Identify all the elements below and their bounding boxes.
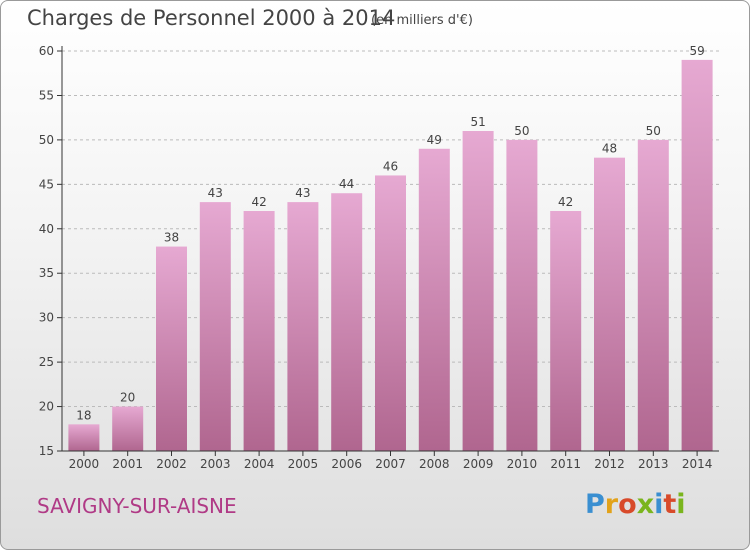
y-tick-label: 35 — [39, 266, 54, 280]
chart-title: Charges de Personnel 2000 à 2014 — [27, 6, 396, 30]
x-tick-label: 2013 — [638, 457, 669, 471]
x-tick-label: 2012 — [594, 457, 625, 471]
x-tick-label: 2003 — [200, 457, 231, 471]
x-tick-label: 2004 — [244, 457, 275, 471]
chart-subtitle: (en milliers d'€) — [371, 13, 473, 28]
bar-2008 — [418, 148, 450, 451]
data-label: 42 — [558, 195, 573, 209]
x-tick-label: 2010 — [507, 457, 538, 471]
bar-2007 — [375, 175, 406, 451]
axes — [57, 46, 719, 456]
bar-2002 — [156, 246, 187, 451]
x-tick-label: 2007 — [375, 457, 406, 471]
bar-2014 — [681, 59, 713, 452]
data-label: 43 — [208, 186, 223, 200]
y-tick-label: 15 — [39, 444, 54, 458]
bar-2001 — [112, 406, 144, 451]
y-tick-label: 55 — [39, 88, 54, 102]
y-tick-label: 60 — [39, 44, 54, 58]
y-tick-label: 25 — [39, 355, 54, 369]
bar-2006 — [331, 193, 363, 451]
bar-2010 — [506, 139, 538, 451]
data-label: 49 — [427, 133, 442, 147]
data-label: 50 — [514, 124, 529, 138]
proxiti-logo[interactable]: Proxiti — [585, 489, 686, 520]
y-tick-label: 45 — [39, 177, 54, 191]
data-label: 43 — [295, 186, 310, 200]
x-tick-label: 2011 — [550, 457, 581, 471]
bar-2009 — [462, 131, 494, 451]
commune-name: SAVIGNY-SUR-AISNE — [37, 494, 237, 518]
bars-group — [68, 59, 713, 452]
bar-2012 — [594, 157, 625, 451]
x-tick-label: 2006 — [331, 457, 362, 471]
x-tick-label: 2000 — [69, 457, 100, 471]
labels-group: 15 20 25 30 35 40 45 50 55 60 18 2000 20 2001 38 2002 43… — [39, 44, 713, 471]
bar-2003 — [199, 202, 231, 451]
x-tick-label: 2008 — [419, 457, 450, 471]
y-tick-label: 30 — [39, 311, 54, 325]
data-label: 42 — [251, 195, 266, 209]
y-tick-label: 40 — [39, 222, 54, 236]
data-label: 50 — [646, 124, 661, 138]
data-label: 44 — [339, 177, 354, 191]
y-tick-label: 50 — [39, 133, 54, 147]
y-tick-label: 20 — [39, 400, 54, 414]
x-tick-label: 2001 — [112, 457, 143, 471]
x-tick-label: 2009 — [463, 457, 494, 471]
bar-2000 — [68, 424, 100, 451]
x-tick-label: 2005 — [288, 457, 319, 471]
bar-2005 — [287, 202, 319, 451]
x-tick-label: 2002 — [156, 457, 187, 471]
x-tick-label: 2014 — [682, 457, 713, 471]
data-label: 20 — [120, 391, 135, 405]
data-label: 38 — [164, 231, 179, 245]
bar-2004 — [243, 211, 275, 451]
bar-2013 — [637, 139, 669, 451]
data-label: 18 — [76, 408, 91, 422]
data-label: 59 — [689, 44, 704, 58]
data-label: 48 — [602, 142, 617, 156]
data-label: 51 — [470, 115, 485, 129]
data-label: 46 — [383, 159, 398, 173]
bar-2011 — [550, 211, 582, 451]
